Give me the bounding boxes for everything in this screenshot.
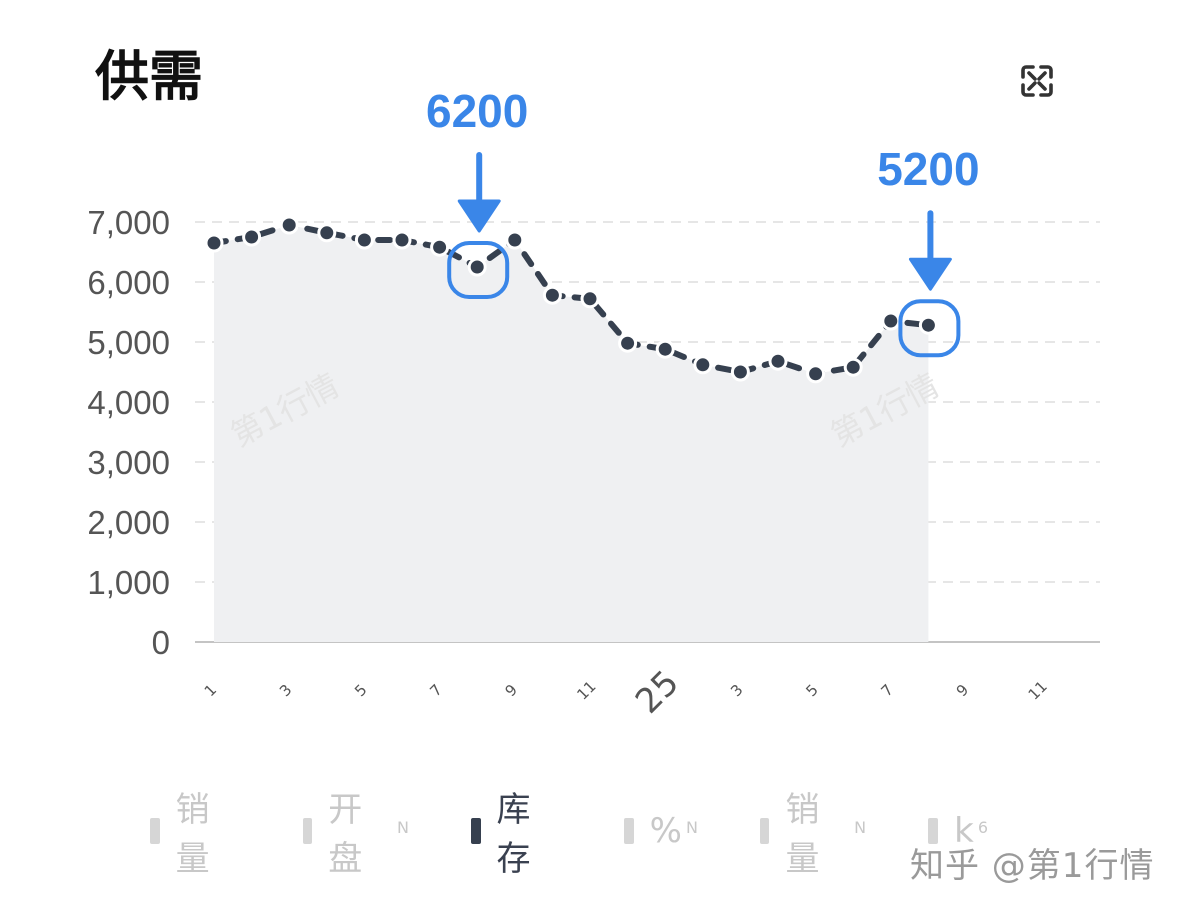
- legend-superscript: N: [854, 817, 867, 837]
- data-point: [918, 315, 938, 335]
- footer-credit: 知乎 @第1行情: [910, 846, 1155, 886]
- data-point: [881, 311, 901, 331]
- data-point: [279, 215, 299, 235]
- y-tick-label: 6,000: [87, 264, 170, 301]
- x-tick-label: 25: [628, 663, 687, 722]
- data-point: [542, 285, 562, 305]
- legend-swatch: [928, 818, 939, 844]
- x-tick-label: 11: [1025, 677, 1051, 703]
- data-point: [505, 230, 525, 250]
- x-tick-label: 5: [802, 681, 821, 700]
- legend-swatch: [623, 818, 634, 844]
- x-tick-label: 9: [953, 681, 972, 700]
- page-title: 供需: [95, 45, 203, 108]
- data-point: [806, 364, 826, 384]
- legend-swatch: [302, 818, 313, 844]
- data-point: [467, 257, 487, 277]
- data-point: [580, 289, 600, 309]
- y-tick-label: 2,000: [87, 504, 170, 541]
- data-point: [430, 237, 450, 257]
- data-point: [693, 355, 713, 375]
- data-point: [618, 333, 638, 353]
- x-tick-label: 11: [573, 677, 599, 703]
- legend-superscript: 6: [977, 817, 989, 837]
- legend-superscript: N: [685, 817, 698, 837]
- legend-label: 库存: [496, 790, 531, 879]
- y-tick-label: 1,000: [87, 564, 170, 601]
- legend-label: 开盘: [328, 790, 363, 879]
- x-tick-label: 7: [878, 681, 897, 700]
- legend-swatch: [150, 818, 160, 844]
- legend-label: k: [954, 811, 974, 851]
- legend-item[interactable]: 销量 N: [759, 782, 867, 880]
- annotation-label: 6200: [426, 85, 528, 137]
- data-point: [843, 357, 863, 377]
- annotation-label: 5200: [877, 143, 979, 195]
- x-tick-label: 3: [727, 681, 746, 700]
- legend-superscript: N: [396, 817, 409, 837]
- y-tick-label: 7,000: [87, 204, 170, 241]
- legend-swatch: [470, 818, 481, 844]
- y-tick-label: 5,000: [87, 324, 170, 361]
- data-point: [242, 227, 262, 247]
- annotation-circle: [447, 241, 510, 299]
- legend-label: 销量: [175, 790, 210, 879]
- data-point: [392, 230, 412, 250]
- legend-swatch: [759, 818, 770, 844]
- x-tick-label: 9: [502, 681, 521, 700]
- data-point: [354, 230, 374, 250]
- annotation-arrow-head: [908, 257, 952, 291]
- legend-item[interactable]: 库存: [470, 782, 562, 880]
- legend-item[interactable]: 销量: [150, 782, 241, 880]
- legend-item[interactable]: % N: [623, 811, 698, 851]
- x-tick-label: 5: [351, 681, 370, 700]
- data-point: [204, 233, 224, 253]
- legend-label: %: [649, 811, 682, 851]
- y-tick-label: 3,000: [87, 444, 170, 481]
- annotation-circle: [898, 299, 961, 358]
- legend-item[interactable]: 开盘 N: [302, 782, 409, 880]
- y-tick-label: 0: [152, 624, 170, 661]
- data-point: [317, 223, 337, 243]
- expand-icon[interactable]: [1020, 64, 1054, 98]
- data-point: [768, 351, 788, 371]
- y-tick-label: 4,000: [87, 384, 170, 421]
- x-tick-label: 1: [201, 681, 220, 700]
- x-tick-label: 3: [276, 681, 295, 700]
- data-point: [655, 339, 675, 359]
- area-fill: [214, 225, 929, 642]
- supply-demand-chart: 01,0002,0003,0004,0005,0006,0007,000第1行情…: [87, 85, 1100, 722]
- data-point: [730, 362, 750, 382]
- x-tick-label: 7: [426, 681, 445, 700]
- annotation-arrow-head: [457, 199, 501, 233]
- legend-label: 销量: [785, 790, 820, 879]
